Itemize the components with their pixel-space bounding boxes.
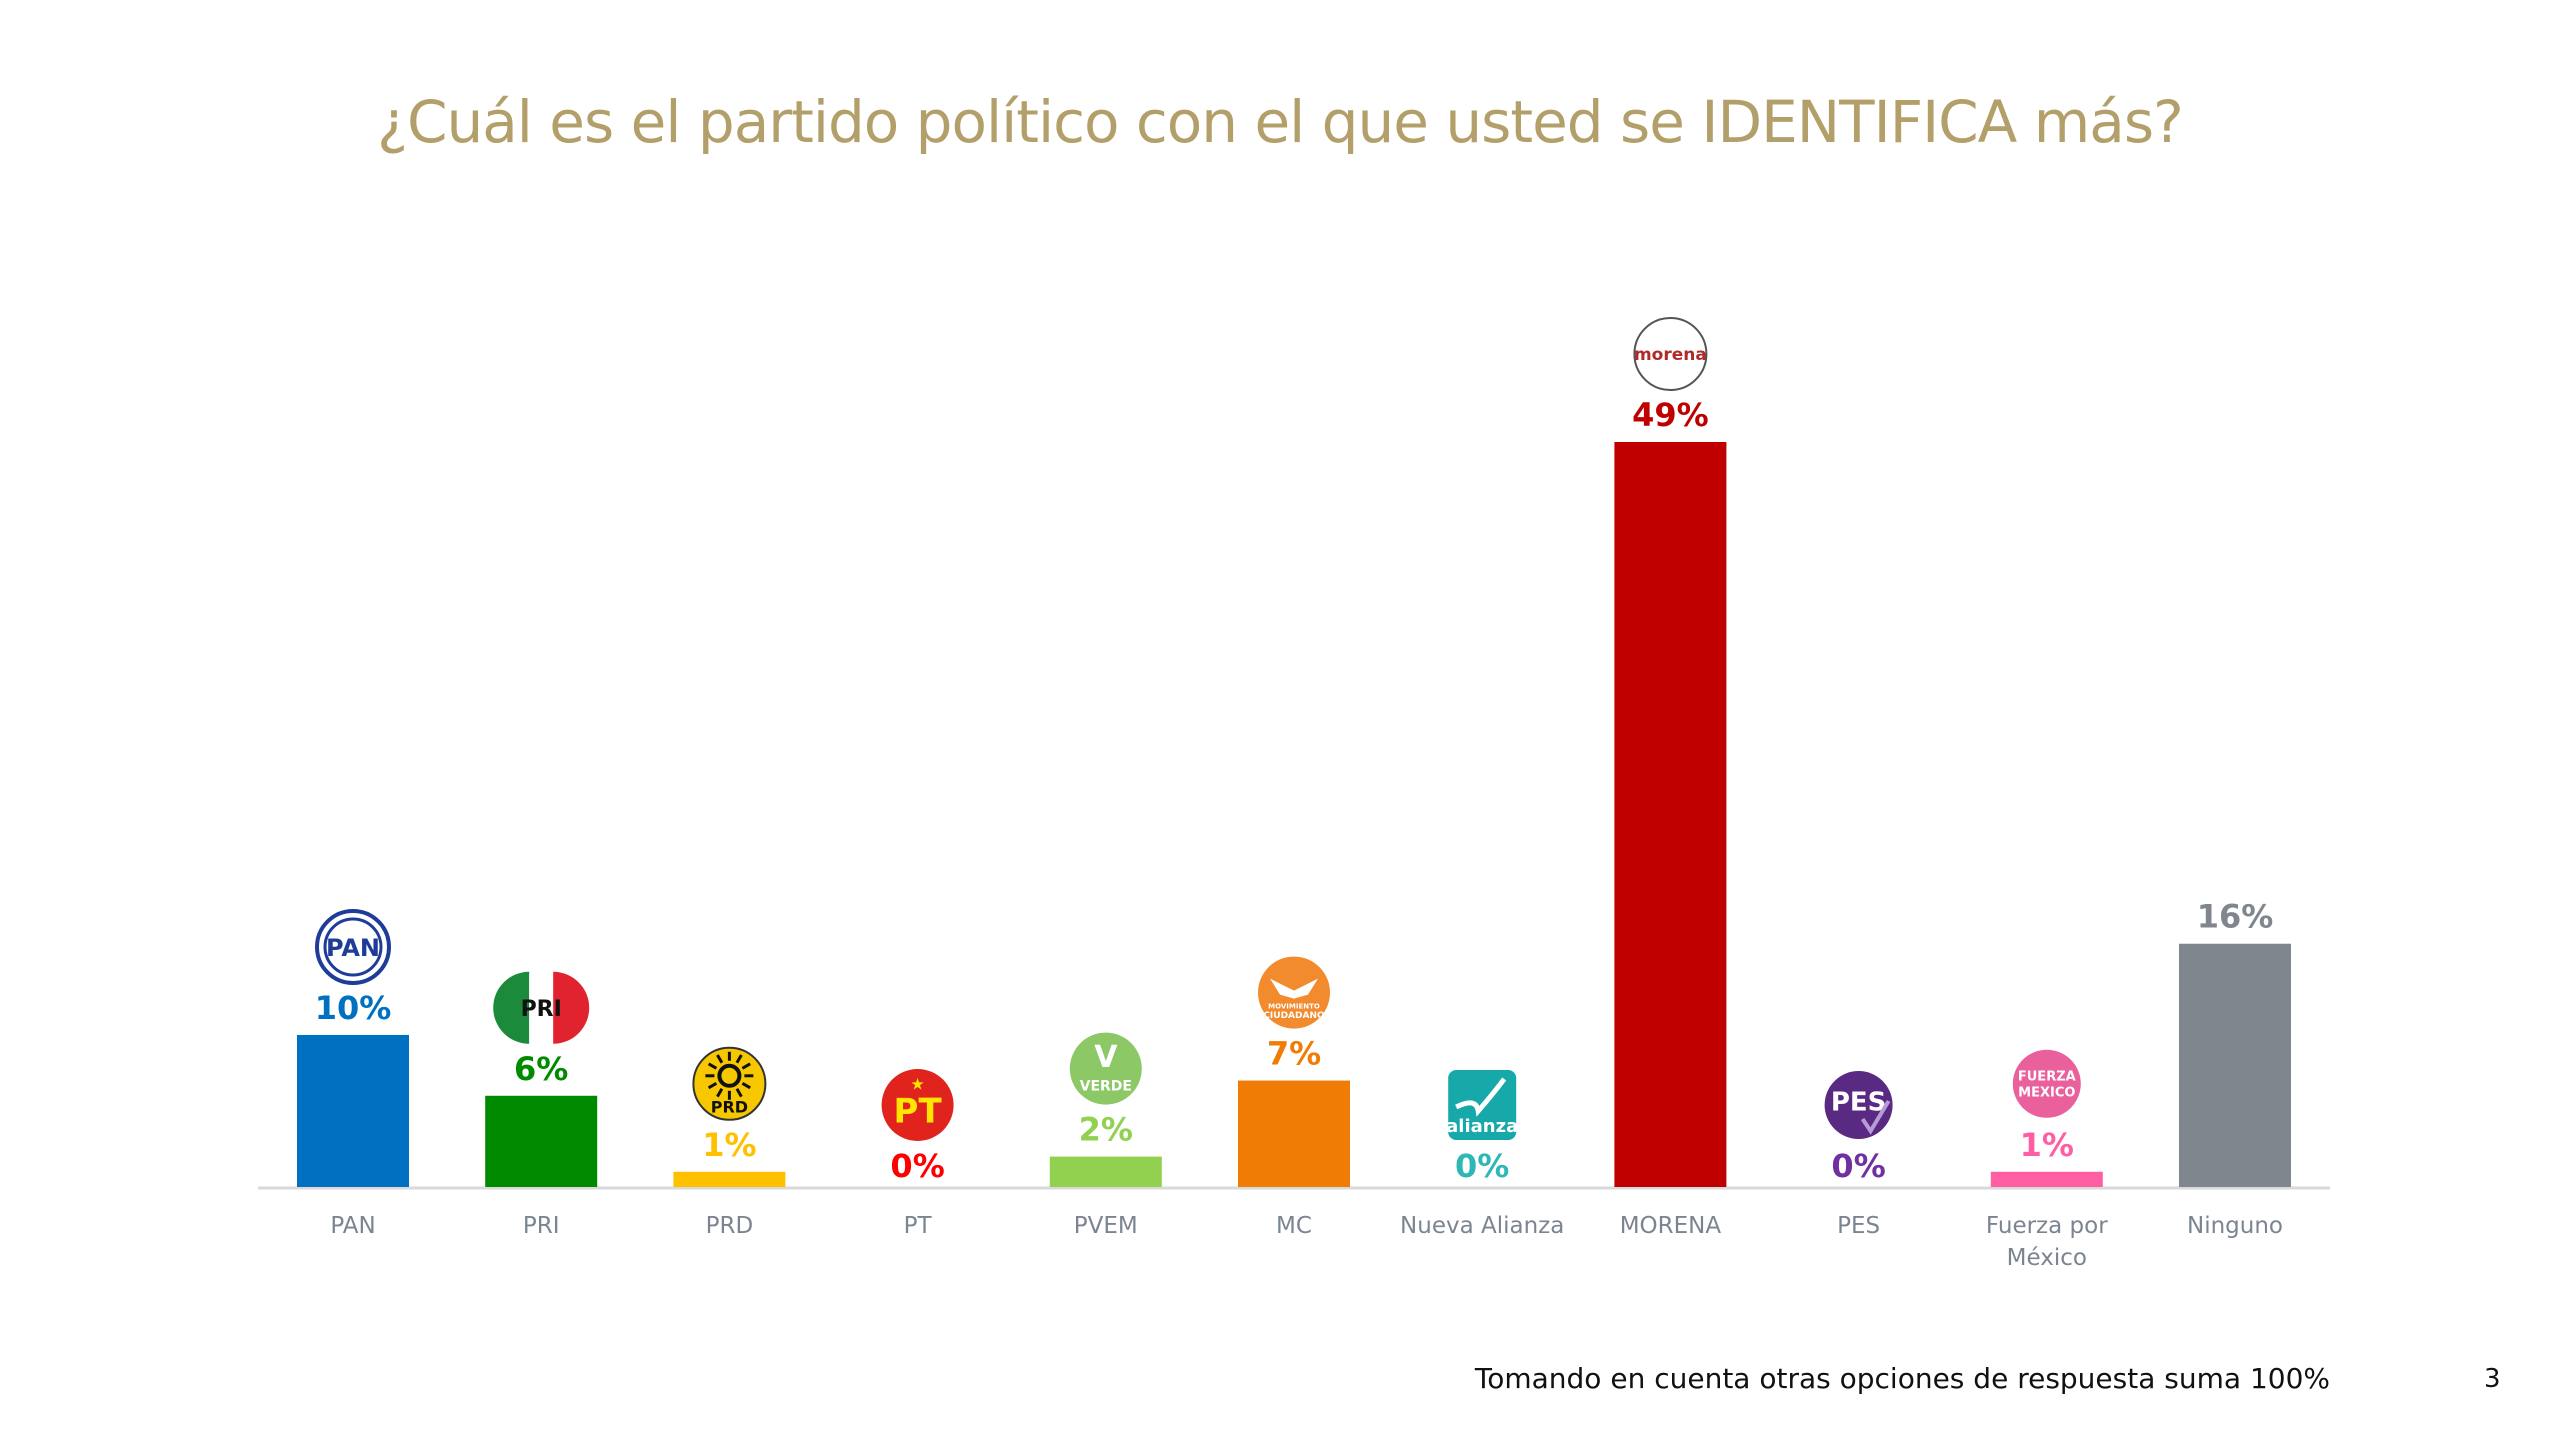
x-tick-label: Ninguno: [2187, 1213, 2283, 1239]
data-label: 7%: [1267, 1035, 1321, 1073]
bar-pvem: [1049, 1156, 1162, 1187]
x-tick-label: PVEM: [1074, 1213, 1138, 1239]
svg-text:★: ★: [910, 1075, 924, 1094]
x-tick-label: PT: [904, 1213, 933, 1239]
x-tick-label: Nueva Alianza: [1400, 1213, 1564, 1239]
x-tick-label: PES: [1837, 1213, 1880, 1239]
svg-text:MOVIMIENTO: MOVIMIENTO: [1268, 1003, 1320, 1011]
svg-text:PAN: PAN: [326, 934, 380, 962]
x-tick-label: PAN: [330, 1213, 375, 1239]
x-tick-label: PRI: [523, 1213, 560, 1239]
bar-fuerza-por-m-xico: [1990, 1171, 2103, 1187]
data-label: 10%: [315, 989, 392, 1027]
bar-morena: [1614, 442, 1727, 1187]
prd-logo-icon: PRD: [692, 1046, 767, 1121]
svg-text:alianza: alianza: [1446, 1116, 1518, 1137]
pes-logo-icon: PES: [1824, 1071, 1893, 1139]
data-label: 6%: [514, 1050, 568, 1088]
x-tick-label: Fuerza por: [1986, 1213, 2108, 1239]
svg-text:PRD: PRD: [711, 1097, 748, 1116]
svg-text:VERDE: VERDE: [1080, 1079, 1132, 1095]
x-tick-label: México: [2007, 1245, 2087, 1271]
pan-logo-icon: PAN: [315, 908, 391, 985]
pri-logo-icon: PRI: [493, 971, 590, 1044]
data-label: 0%: [1831, 1147, 1885, 1185]
bar-ninguno: [2179, 943, 2291, 1187]
x-tick-label: MC: [1276, 1213, 1312, 1239]
svg-text:MEXICO: MEXICO: [2018, 1085, 2075, 1100]
pt-logo-icon: ★PT: [881, 1069, 954, 1141]
bar-prd: [673, 1171, 786, 1187]
data-label: 1%: [702, 1126, 756, 1164]
data-label: 16%: [2197, 898, 2274, 936]
svg-text:PRI: PRI: [521, 997, 562, 1022]
data-label: 0%: [1455, 1147, 1509, 1185]
data-label: 1%: [2020, 1126, 2074, 1164]
svg-text:FUERZA: FUERZA: [2018, 1069, 2076, 1084]
x-tick-label: PRD: [706, 1213, 754, 1239]
morena-logo-icon: morena: [1633, 317, 1708, 391]
svg-text:PT: PT: [894, 1092, 943, 1132]
svg-text:morena: morena: [1634, 345, 1707, 365]
page-number: 3: [2484, 1364, 2501, 1394]
data-label: 2%: [1079, 1111, 1133, 1149]
footnote: Tomando en cuenta otras opciones de resp…: [1474, 1362, 2330, 1395]
data-label: 49%: [1632, 396, 1709, 434]
svg-text:CIUDADANO: CIUDADANO: [1263, 1011, 1325, 1021]
bar-pan: [297, 1034, 409, 1187]
svg-text:PES: PES: [1831, 1088, 1887, 1118]
svg-text:V: V: [1094, 1040, 1118, 1075]
slide-title: ¿Cuál es el partido político con el que …: [377, 88, 2184, 156]
nueva-alianza-logo-icon: alianza: [1446, 1070, 1518, 1140]
x-tick-label: MORENA: [1620, 1213, 1722, 1239]
bar-mc: [1238, 1080, 1350, 1187]
verde-logo-icon: V VERDE: [1069, 1032, 1142, 1105]
bar-pri: [485, 1095, 598, 1187]
data-label: 0%: [890, 1147, 944, 1185]
